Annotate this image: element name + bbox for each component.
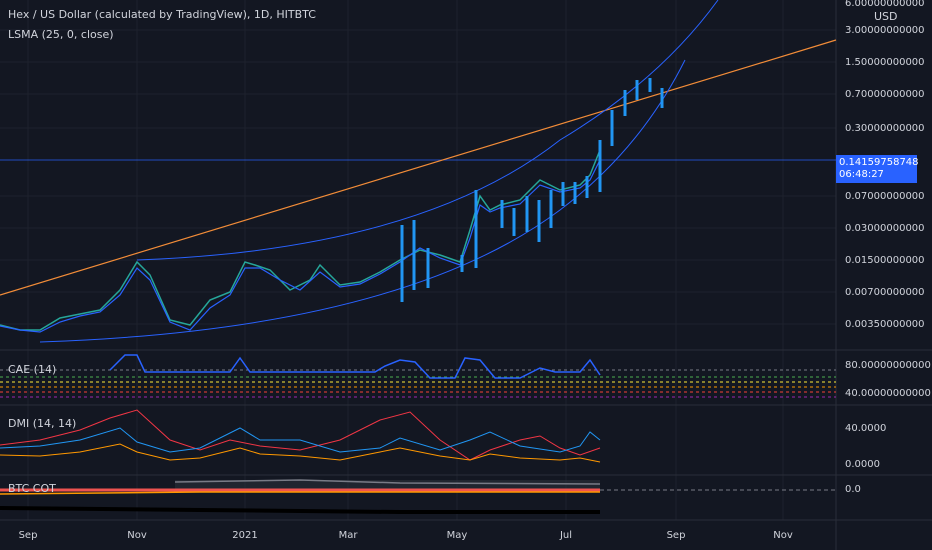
channel-lower[interactable]: [39, 59, 686, 343]
price-tick: 6.00000000000: [845, 0, 925, 9]
time-tick: Mar: [338, 530, 358, 541]
price-tick: 0.01500000000: [845, 255, 925, 266]
adx: [0, 443, 601, 463]
time-tick: May: [446, 530, 468, 541]
cot-fill-grey: [175, 480, 600, 490]
time-tick: Jul: [559, 530, 573, 541]
dmi-axis-tick: 0.0000: [845, 459, 880, 470]
cot-axis-tick: 0.0: [845, 484, 861, 495]
price-tick: 0.07000000000: [845, 191, 925, 202]
cot-grey: [174, 479, 601, 485]
ma-line: [0, 159, 601, 333]
trend-line[interactable]: [0, 39, 837, 296]
cae-axis-tick: 40.00000000000: [845, 388, 931, 399]
cot-title[interactable]: BTC COT: [8, 482, 56, 495]
channel-upper[interactable]: [136, 0, 719, 261]
time-tick: Sep: [666, 530, 686, 541]
current-price-badge: 0.14159758748 06:48:27: [836, 155, 919, 183]
price-series-up: [0, 149, 601, 331]
price-tick: 1.50000000000: [845, 57, 925, 68]
cae-line: [109, 354, 601, 379]
currency-label: USD: [874, 10, 898, 23]
price-tick: 0.00350000000: [845, 319, 925, 330]
time-tick: Nov: [773, 530, 793, 541]
price-tick: 0.03000000000: [845, 223, 925, 234]
current-price-value: 0.14159758748: [839, 157, 919, 168]
time-tick: Sep: [18, 530, 38, 541]
time-tick: 2021: [232, 530, 258, 541]
time-tick: Nov: [127, 530, 147, 541]
grid: [0, 0, 836, 520]
indicator-label[interactable]: LSMA (25, 0, close): [8, 28, 114, 41]
dmi-label[interactable]: DMI (14, 14): [8, 417, 77, 430]
wick-bars: [400, 78, 664, 302]
chart-title: Hex / US Dollar (calculated by TradingVi…: [8, 8, 316, 21]
cot-large: [0, 491, 600, 495]
cae-axis-tick: 80.00000000000: [845, 360, 931, 371]
current-price-countdown: 06:48:27: [839, 169, 884, 180]
price-tick: 3.00000000000: [845, 25, 925, 36]
cae-label[interactable]: CAE (14): [8, 363, 57, 376]
cae-levels: [0, 369, 836, 398]
cot-small: [0, 506, 600, 514]
dmi-plus: [0, 427, 601, 453]
dmi-axis-tick: 40.0000: [845, 423, 887, 434]
dmi-minus: [0, 409, 601, 461]
price-tick: 0.70000000000: [845, 89, 925, 100]
price-tick: 0.00700000000: [845, 287, 925, 298]
price-tick: 0.30000000000: [845, 123, 925, 134]
